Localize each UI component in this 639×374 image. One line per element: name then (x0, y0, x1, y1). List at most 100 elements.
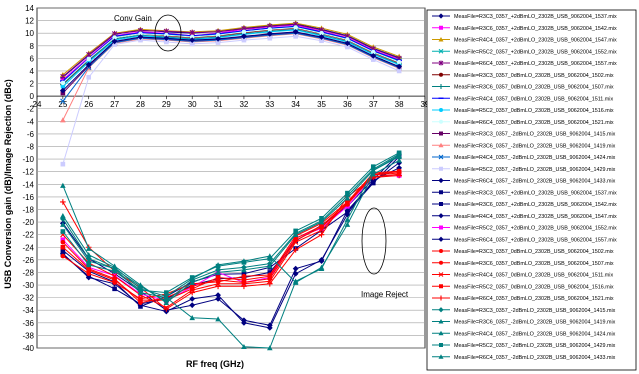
x-tick-label: 25 (58, 100, 67, 109)
series (60, 169, 402, 303)
series-line (62, 25, 400, 82)
data-point (241, 29, 247, 35)
data-point (318, 231, 325, 238)
legend-entry: MeasFile=R4C4_0357_-2dBmLO_2302B_USB_906… (432, 330, 616, 337)
legend-entry: MeasFile=R5C2_0357_-2dBmLO_2302B_USB_906… (432, 343, 616, 349)
legend-label: MeasFile=R4C4_0357_0dBmLO_2302B_USB_9062… (454, 96, 613, 102)
image-reject-label: Image Reject (361, 290, 409, 299)
y-tick-label: 2 (30, 80, 35, 89)
data-point (318, 219, 325, 225)
data-point (241, 319, 247, 326)
data-point (370, 49, 376, 55)
data-point (345, 190, 350, 196)
data-point (163, 299, 170, 305)
data-point (370, 57, 376, 62)
data-point (215, 40, 221, 45)
series (59, 29, 403, 94)
data-point (60, 98, 66, 104)
data-point (292, 29, 299, 35)
data-point (345, 200, 350, 205)
data-point (60, 212, 66, 219)
data-point (439, 119, 443, 124)
legend-entry: MeasFile=R6C4_0357_+2dBmLO_2302B_USB_906… (432, 236, 617, 243)
legend-entry: MeasFile=R6C4_0357_-2dBmLO_2302B_USB_906… (432, 177, 616, 185)
data-point (318, 265, 325, 271)
data-point (241, 37, 247, 43)
data-point (439, 249, 443, 253)
data-point (438, 177, 444, 184)
legend-label: MeasFile=R4C4_0357_+2dBmLO_2302B_USB_906… (454, 38, 617, 44)
y-tick-label: -36 (22, 319, 34, 328)
data-point (438, 330, 444, 336)
data-point (189, 289, 195, 296)
data-point (215, 283, 221, 290)
x-tick-label: 24 (33, 100, 42, 109)
legend-entry: MeasFile=R4C4_0357_+2dBmLO_2302B_USB_906… (432, 213, 617, 220)
data-point (267, 263, 273, 269)
legend-entry: MeasFile=R3C6_0357_+2dBmLO_2302B_USB_906… (432, 202, 617, 208)
y-tick-label: -22 (22, 231, 34, 240)
series-line (62, 173, 400, 309)
legend-label: MeasFile=R3C6_0357_-2dBmLO_2302B_USB_906… (454, 143, 616, 149)
legend-entry: MeasFile=R4C4_0357_+2dBmLO_2302B_USB_906… (432, 37, 617, 44)
data-point (344, 195, 351, 201)
data-point (138, 37, 143, 43)
data-point (438, 295, 444, 301)
data-point (137, 34, 144, 40)
data-point (163, 35, 170, 42)
annotations: Conv Gain Image Reject (114, 14, 409, 299)
y-tick-label: 8 (30, 42, 35, 51)
data-point (438, 84, 444, 89)
data-point (189, 314, 195, 321)
series-line (62, 35, 400, 165)
y-tick-label: -6 (27, 130, 35, 139)
legend-label: MeasFile=R5C2_0357_-2dBmLO_2302B_USB_906… (454, 343, 616, 349)
data-point (189, 37, 196, 44)
data-point (396, 172, 402, 179)
y-tick-label: 10 (25, 29, 34, 38)
data-point (267, 270, 273, 275)
legend-entry: MeasFile=R6C4_0357_0dBmLO_2302B_USB_9062… (432, 295, 614, 302)
series-line (62, 159, 400, 297)
x-tick-label: 26 (84, 100, 93, 109)
series-line (62, 154, 400, 349)
data-point (60, 182, 66, 188)
data-point (60, 84, 66, 90)
legend-label: MeasFile=R4C4_0357_-2dBmLO_2302B_USB_906… (454, 155, 616, 161)
data-point (138, 31, 143, 37)
legend-label: MeasFile=R6C4_0357_+2dBmLO_2302B_USB_906… (454, 61, 617, 67)
data-point (189, 41, 195, 47)
data-point (292, 246, 299, 253)
data-point (439, 108, 443, 112)
data-point (241, 273, 247, 279)
y-tick-label: -4 (27, 117, 35, 126)
data-point (60, 244, 66, 250)
y-tick-label: 0 (30, 92, 35, 101)
data-point (318, 256, 325, 263)
y-tick-label: -30 (22, 281, 34, 290)
data-point (438, 272, 444, 277)
legend-entry: MeasFile=R5C2_0357_-2dBmLO_2302B_USB_906… (432, 166, 616, 173)
data-point (86, 56, 92, 62)
y-tick-label: -14 (22, 180, 34, 189)
data-point (60, 229, 66, 234)
data-point (86, 267, 92, 273)
data-point (60, 248, 66, 253)
y-tick-label: 14 (25, 4, 34, 13)
legend-entry: MeasFile=R3C6_0357_0dBmLO_2302B_USB_9062… (432, 84, 614, 91)
legend-entry: MeasFile=R3C3_0357_-2dBmLO_2302B_USB_906… (432, 307, 616, 314)
data-point (438, 154, 444, 160)
data-point (438, 354, 444, 359)
y-tick-label: -20 (22, 218, 34, 227)
data-point (439, 284, 443, 289)
legend-label: MeasFile=R5C2_0357_0dBmLO_2302B_USB_9062… (454, 108, 614, 114)
data-point (439, 25, 443, 30)
data-point (396, 152, 402, 158)
y-tick-label: -40 (22, 344, 34, 353)
legend-entry: MeasFile=R6C4_0357_-2dBmLO_2302B_USB_906… (432, 354, 616, 361)
data-point (241, 260, 247, 265)
data-point (215, 275, 221, 280)
data-point (438, 37, 444, 42)
data-point (241, 33, 247, 40)
